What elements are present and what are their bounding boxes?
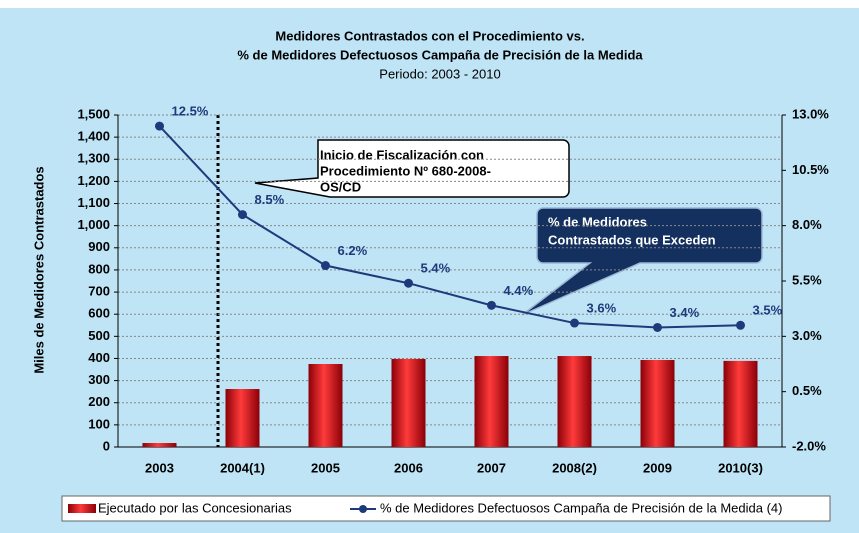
y-tick-label: 400 — [88, 350, 110, 365]
y2-tick-label: 3.0% — [792, 328, 822, 343]
x-tick-label: 2008(2) — [552, 460, 597, 475]
point — [487, 300, 496, 310]
bar — [557, 356, 592, 447]
x-tick-label: 2005 — [311, 460, 340, 475]
bar — [723, 360, 758, 447]
y-tick-label: 700 — [88, 284, 110, 299]
data-label: 6.2% — [338, 243, 368, 258]
line — [158, 125, 741, 329]
y-tick-label: 1,300 — [77, 151, 110, 166]
x-tick-label: 2003 — [145, 460, 174, 475]
annotation: Contrastados que Exceden — [548, 232, 716, 247]
y2-tick-label: 10.5% — [792, 162, 829, 177]
y-tick-label: 800 — [88, 261, 110, 276]
x-tick-label: 2006 — [394, 460, 423, 475]
legend-swatch — [359, 505, 367, 513]
bar — [142, 443, 177, 447]
y-tick-label: 1,000 — [77, 217, 110, 232]
y-tick-label: 100 — [88, 416, 110, 431]
callout-box — [521, 207, 763, 316]
legend — [61, 495, 831, 522]
y-tick-label: 900 — [88, 239, 110, 254]
point — [155, 121, 164, 131]
y-tick-label: 500 — [88, 328, 110, 343]
legend-label: Ejecutado por las Concesionarias — [98, 500, 292, 515]
y2-tick-label: 8.0% — [792, 217, 822, 232]
y2-tick-label: 13.0% — [792, 106, 829, 121]
point — [736, 320, 745, 330]
point — [321, 261, 330, 271]
y-tick-label: 1,100 — [77, 195, 110, 210]
y-tick-label: 200 — [88, 394, 110, 409]
chart-subtitle: % de Medidores Defectuosos Campaña de Pr… — [237, 47, 643, 62]
y-tick-label: 1,400 — [77, 129, 110, 144]
data-label: 3.4% — [670, 305, 700, 320]
data-label: 4.4% — [504, 283, 534, 298]
y-tick-label: 300 — [88, 372, 110, 387]
x-tick-label: 2009 — [643, 460, 672, 475]
y-tick-label: 600 — [88, 306, 110, 321]
annotation: Procedimiento Nº 680-2008- — [320, 163, 491, 178]
point — [404, 278, 413, 288]
y2-tick-label: -2.0% — [792, 438, 826, 453]
point — [570, 318, 579, 328]
data-label: 5.4% — [421, 261, 451, 276]
annotation: OS/CD — [320, 179, 361, 194]
data-label: 12.5% — [172, 104, 209, 119]
bar — [640, 360, 675, 447]
bar — [225, 389, 260, 447]
callout-box — [254, 139, 570, 198]
data-label: 8.5% — [255, 192, 285, 207]
legend-swatch — [68, 504, 96, 513]
data-label: 3.6% — [587, 300, 617, 315]
bar — [391, 358, 426, 447]
x-tick-label: 2004(1) — [220, 460, 265, 475]
y2-tick-label: 5.5% — [792, 272, 822, 287]
y-tick-label: 1,500 — [77, 106, 110, 121]
point — [238, 210, 247, 220]
x-tick-label: 2007 — [477, 460, 506, 475]
legend-label: % de Medidores Defectuosos Campaña de Pr… — [380, 500, 783, 515]
bar — [308, 364, 343, 447]
annotation: Inicio de Fiscalización con — [320, 147, 484, 162]
y2-tick-label: 0.5% — [792, 383, 822, 398]
chart-title: Medidores Contrastados con el Procedimie… — [275, 28, 584, 43]
point — [653, 322, 662, 332]
y-axis-label: Miles de Medidores Contrastados — [31, 166, 46, 373]
bar — [474, 356, 509, 447]
chart-period: Periodo: 2003 - 2010 — [379, 66, 500, 81]
annotation: % de Medidores — [548, 214, 647, 229]
x-tick-label: 2010(3) — [718, 460, 763, 475]
data-label: 3.5% — [753, 303, 783, 318]
y-tick-label: 1,200 — [77, 173, 110, 188]
y-tick-label: 0 — [103, 438, 110, 453]
